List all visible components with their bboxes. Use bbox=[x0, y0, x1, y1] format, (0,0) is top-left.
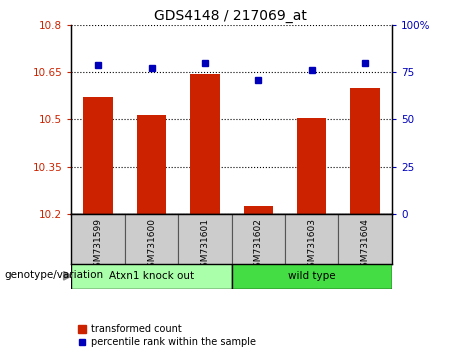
Bar bbox=[190, 74, 219, 214]
Bar bbox=[83, 97, 113, 214]
Bar bbox=[350, 88, 380, 214]
Legend: transformed count, percentile rank within the sample: transformed count, percentile rank withi… bbox=[77, 322, 258, 349]
Text: genotype/variation: genotype/variation bbox=[5, 270, 104, 280]
Bar bbox=[244, 206, 273, 214]
Bar bbox=[338, 214, 392, 264]
Bar bbox=[297, 118, 326, 214]
Text: GSM731602: GSM731602 bbox=[254, 218, 263, 273]
Polygon shape bbox=[64, 272, 72, 280]
Text: GSM731604: GSM731604 bbox=[361, 218, 370, 273]
Bar bbox=[71, 264, 231, 289]
Bar bbox=[178, 214, 231, 264]
Text: GSM731601: GSM731601 bbox=[201, 218, 209, 273]
Bar bbox=[231, 214, 285, 264]
Text: GSM731603: GSM731603 bbox=[307, 218, 316, 273]
Bar bbox=[71, 214, 125, 264]
Text: GSM731599: GSM731599 bbox=[94, 218, 103, 273]
Text: GSM731600: GSM731600 bbox=[147, 218, 156, 273]
Bar bbox=[137, 115, 166, 214]
Bar bbox=[285, 214, 338, 264]
Bar bbox=[231, 264, 392, 289]
Text: wild type: wild type bbox=[288, 271, 336, 281]
Bar bbox=[125, 214, 178, 264]
Text: Atxn1 knock out: Atxn1 knock out bbox=[109, 271, 194, 281]
Text: GDS4148 / 217069_at: GDS4148 / 217069_at bbox=[154, 9, 307, 23]
